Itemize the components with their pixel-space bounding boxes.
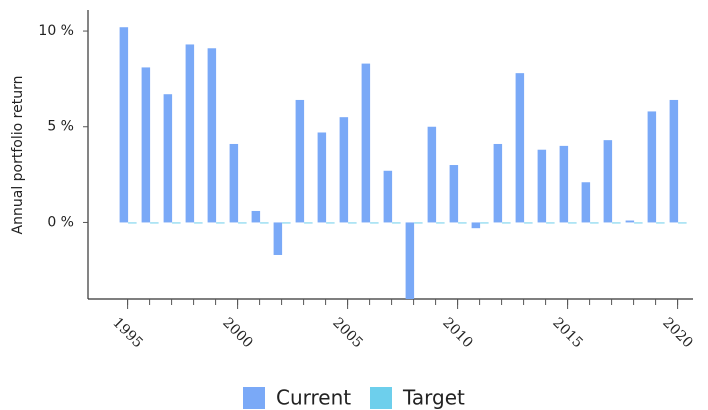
y-tick-label: 10 % — [38, 23, 74, 39]
bar — [128, 222, 137, 224]
bar — [502, 222, 511, 224]
legend-swatch — [370, 387, 392, 409]
bar — [669, 99, 679, 223]
bar — [207, 48, 217, 223]
bar — [273, 222, 283, 255]
legend-swatch — [243, 387, 265, 409]
bar — [546, 222, 555, 224]
x-tick-label: 1995 — [109, 315, 146, 352]
bar — [392, 222, 401, 224]
bar — [260, 222, 269, 224]
bar — [612, 222, 621, 224]
x-tick-label: 2020 — [659, 315, 696, 352]
legend-label: Target — [402, 386, 465, 410]
bar — [436, 222, 445, 224]
x-tick-label: 2005 — [329, 315, 366, 352]
bar — [647, 111, 657, 223]
bar — [150, 222, 159, 224]
bar — [370, 222, 379, 224]
bar — [405, 222, 415, 299]
bar — [603, 140, 613, 223]
bar — [414, 222, 423, 224]
bar — [568, 222, 577, 224]
bar — [304, 222, 313, 224]
bar — [656, 222, 665, 224]
bar — [493, 143, 503, 223]
bar — [383, 170, 393, 223]
bar — [449, 165, 459, 223]
bar — [119, 27, 129, 223]
legend-label: Current — [276, 386, 351, 410]
y-axis-label: Annual portfolio return — [10, 76, 26, 235]
bar — [427, 126, 437, 223]
bar — [194, 222, 203, 224]
bar — [361, 63, 371, 223]
bar — [251, 210, 261, 223]
bar — [141, 67, 151, 223]
y-tick-label: 5 % — [47, 119, 74, 135]
bar — [282, 222, 291, 224]
bar — [295, 99, 305, 223]
x-tick-label: 2000 — [219, 315, 256, 352]
bar — [348, 222, 357, 224]
bar — [515, 73, 525, 223]
bar — [339, 117, 349, 223]
bar — [590, 222, 599, 224]
bar — [625, 220, 635, 223]
bar — [471, 222, 481, 229]
x-tick-label: 2010 — [439, 315, 476, 352]
bar — [524, 222, 533, 224]
bar — [634, 222, 643, 224]
bar — [163, 94, 173, 223]
bar — [326, 222, 335, 224]
bar — [480, 222, 489, 224]
x-tick-label: 2015 — [549, 315, 586, 352]
bar — [185, 44, 195, 223]
bar — [238, 222, 247, 224]
bar — [537, 149, 547, 223]
bar — [172, 222, 181, 224]
bar — [216, 222, 225, 224]
bar — [559, 145, 569, 223]
bar — [229, 143, 239, 223]
bar — [581, 182, 591, 223]
bar — [678, 222, 687, 224]
bar — [458, 222, 467, 224]
bar — [317, 132, 327, 223]
y-tick-label: 0 % — [47, 214, 74, 230]
